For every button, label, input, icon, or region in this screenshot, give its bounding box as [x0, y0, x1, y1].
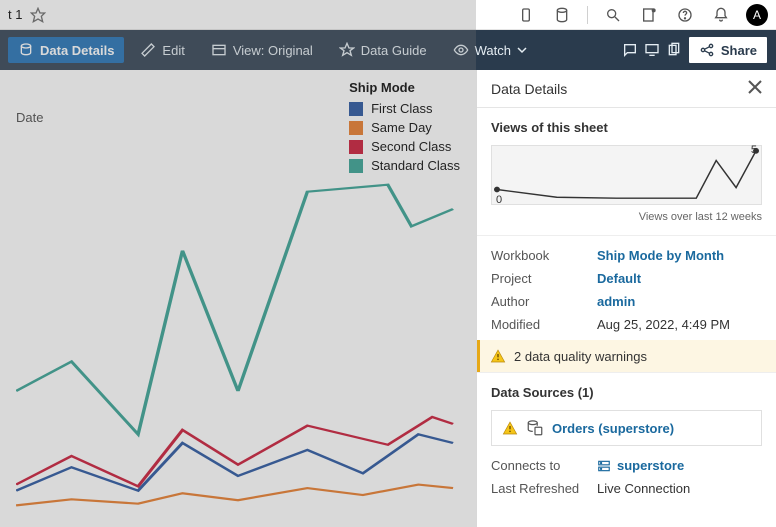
- copy-icon[interactable]: [666, 42, 682, 58]
- data-details-panel: Data Details Views of this sheet 5 0 Vie…: [476, 70, 776, 527]
- legend-label: Same Day: [371, 120, 432, 135]
- device-icon[interactable]: [515, 4, 537, 26]
- spark-caption: Views over last 12 weeks: [491, 211, 762, 223]
- legend-item[interactable]: Same Day: [349, 120, 460, 135]
- workbook-link[interactable]: Ship Mode by Month: [597, 248, 724, 263]
- data-details-button[interactable]: Data Details: [8, 37, 124, 63]
- legend-swatch: [349, 121, 363, 135]
- refreshed-k: Last Refreshed: [491, 481, 587, 496]
- workbook-k: Workbook: [491, 248, 587, 263]
- help-icon[interactable]: [674, 4, 696, 26]
- toolbar: Data Details Edit View: Original Data Gu…: [0, 30, 776, 70]
- data-source-card[interactable]: Orders (superstore): [491, 410, 762, 446]
- sparkline: 5 0: [491, 145, 762, 205]
- ds-title: Data Sources (1): [491, 385, 762, 400]
- warning-icon: [502, 420, 518, 436]
- legend-swatch: [349, 140, 363, 154]
- watch-button[interactable]: Watch: [443, 37, 537, 63]
- legend-label: Standard Class: [371, 158, 460, 173]
- author-k: Author: [491, 294, 587, 309]
- modified-k: Modified: [491, 317, 587, 332]
- connects-link[interactable]: superstore: [597, 458, 684, 473]
- close-icon[interactable]: [748, 80, 762, 97]
- datasource-icon: [526, 419, 544, 437]
- legend-swatch: [349, 159, 363, 173]
- watch-label: Watch: [475, 43, 511, 58]
- legend-item[interactable]: Standard Class: [349, 158, 460, 173]
- warning-text: 2 data quality warnings: [514, 349, 647, 364]
- comment-icon[interactable]: [622, 42, 638, 58]
- line-chart: [16, 131, 460, 521]
- data-guide-label: Data Guide: [361, 43, 427, 58]
- connects-k: Connects to: [491, 458, 587, 473]
- spark-max: 5: [751, 144, 757, 156]
- share-label: Share: [721, 43, 757, 58]
- share-button[interactable]: Share: [688, 36, 768, 64]
- avatar[interactable]: A: [746, 4, 768, 26]
- project-link[interactable]: Default: [597, 271, 641, 286]
- warning-icon: [490, 348, 506, 364]
- database-icon[interactable]: [551, 4, 573, 26]
- legend-item[interactable]: First Class: [349, 101, 460, 116]
- legend: Ship Mode First Class Same Day Second Clas…: [349, 80, 460, 177]
- server-icon: [597, 459, 611, 473]
- top-bar: t 1 A: [0, 0, 776, 30]
- legend-swatch: [349, 102, 363, 116]
- bell-icon[interactable]: [710, 4, 732, 26]
- views-label: Views of this sheet: [491, 120, 762, 135]
- modified-v: Aug 25, 2022, 4:49 PM: [597, 317, 730, 332]
- refreshed-v: Live Connection: [597, 481, 690, 496]
- sheet-label: t 1: [8, 7, 22, 22]
- ds-name: Orders (superstore): [552, 421, 674, 436]
- note-icon[interactable]: [638, 4, 660, 26]
- divider: [587, 6, 588, 24]
- edit-label: Edit: [162, 43, 184, 58]
- data-details-label: Data Details: [40, 43, 114, 58]
- search-icon[interactable]: [602, 4, 624, 26]
- project-k: Project: [491, 271, 587, 286]
- chevron-down-icon: [517, 45, 527, 55]
- legend-label: Second Class: [371, 139, 451, 154]
- panel-title: Data Details: [491, 81, 567, 97]
- present-icon[interactable]: [644, 42, 660, 58]
- chart-area: Ship Mode First Class Same Day Second Clas…: [0, 70, 476, 527]
- spark-min: 0: [496, 194, 502, 206]
- view-button[interactable]: View: Original: [201, 37, 323, 63]
- data-guide-button[interactable]: Data Guide: [329, 37, 437, 63]
- author-link[interactable]: admin: [597, 294, 635, 309]
- view-label: View: Original: [233, 43, 313, 58]
- legend-label: First Class: [371, 101, 432, 116]
- legend-title: Ship Mode: [349, 80, 460, 95]
- legend-item[interactable]: Second Class: [349, 139, 460, 154]
- warning-banner[interactable]: 2 data quality warnings: [477, 340, 776, 372]
- edit-button[interactable]: Edit: [130, 37, 194, 63]
- star-icon[interactable]: [30, 7, 46, 23]
